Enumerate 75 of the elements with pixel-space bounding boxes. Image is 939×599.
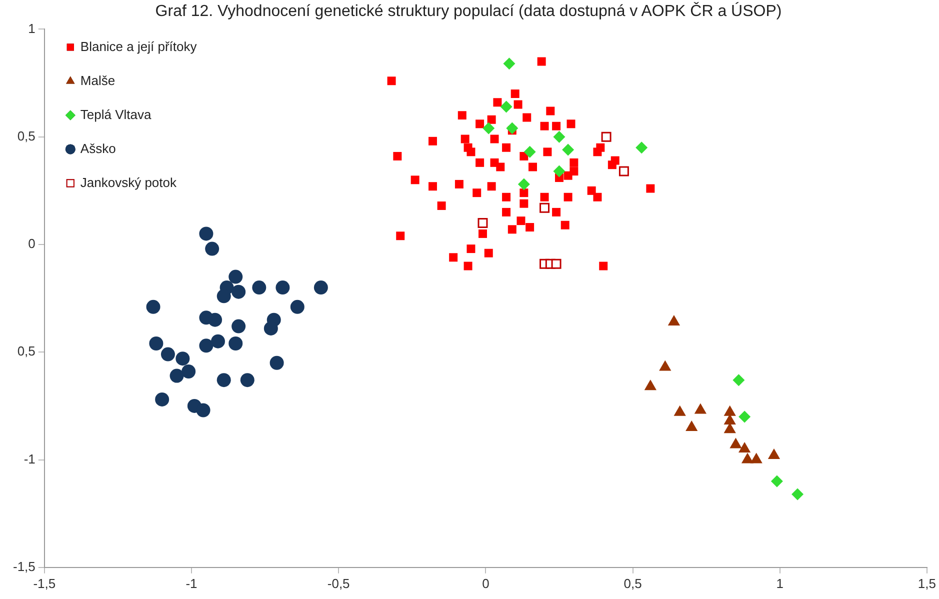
point: [196, 403, 210, 418]
y-tick-label: 0,5: [17, 128, 36, 144]
x-tick-label: 0: [482, 576, 490, 591]
y-tick-label: -1,5: [12, 558, 36, 574]
point: [176, 352, 190, 366]
point: [724, 414, 736, 425]
y-tick-label: 0: [28, 236, 36, 252]
point: [478, 218, 488, 228]
point: [618, 166, 629, 176]
x-tick-label: -0,5: [327, 576, 350, 591]
point: [518, 178, 530, 190]
point: [290, 300, 304, 314]
point: [182, 364, 196, 378]
legend-label: Ašsko: [80, 140, 116, 156]
point: [240, 373, 254, 388]
point: [551, 258, 562, 269]
point: [228, 336, 243, 351]
point: [636, 142, 648, 154]
legend-label: Teplá Vltava: [80, 106, 152, 122]
point: [562, 144, 574, 156]
x-tick-label: -1: [186, 576, 198, 591]
point: [170, 368, 184, 383]
point: [674, 405, 686, 416]
legend-label: Blanice a její přítoky: [80, 38, 198, 54]
x-tick-label: 1: [776, 576, 784, 591]
point: [155, 392, 170, 406]
point: [149, 336, 164, 351]
point: [686, 420, 698, 431]
point: [208, 312, 222, 327]
y-tick-label: 0,5: [17, 344, 36, 359]
point: [768, 448, 780, 459]
point: [199, 338, 214, 353]
point: [252, 280, 266, 295]
point: [503, 58, 516, 70]
point: [553, 165, 566, 178]
point: [482, 122, 495, 134]
legend-label: Jankovský potok: [80, 174, 178, 190]
point: [232, 284, 246, 299]
point: [792, 488, 804, 500]
point: [276, 280, 290, 295]
point: [270, 356, 284, 370]
chart-title: Graf 12. Vyhodnocení genetické struktury populací (data dostupná v AOPK ČR a ÚSOP): [155, 2, 782, 20]
point: [216, 373, 231, 388]
point: [750, 452, 762, 464]
point: [228, 270, 243, 284]
y-tick-label: 1: [28, 20, 36, 36]
point: [540, 202, 550, 213]
point: [146, 300, 160, 314]
point: [694, 403, 706, 414]
point: [724, 405, 736, 416]
point: [500, 100, 512, 113]
point: [199, 226, 214, 241]
legend-label: Malše: [80, 72, 116, 88]
point: [205, 242, 220, 256]
y-tick-label: -1: [24, 451, 36, 466]
point: [216, 289, 231, 304]
point: [644, 380, 656, 390]
point: [659, 360, 672, 371]
point: [314, 280, 328, 295]
point: [160, 347, 175, 362]
point: [601, 132, 612, 142]
x-tick-label: 1,5: [918, 576, 936, 591]
point: [553, 130, 566, 143]
point: [210, 334, 225, 348]
point: [264, 321, 278, 336]
point: [770, 475, 783, 488]
point: [524, 146, 536, 158]
point: [738, 410, 751, 423]
point: [506, 122, 518, 134]
point: [741, 452, 754, 464]
x-tick-label: 0,5: [624, 576, 642, 591]
point: [730, 438, 742, 448]
point: [232, 319, 246, 334]
point: [738, 442, 751, 452]
point: [732, 374, 745, 386]
